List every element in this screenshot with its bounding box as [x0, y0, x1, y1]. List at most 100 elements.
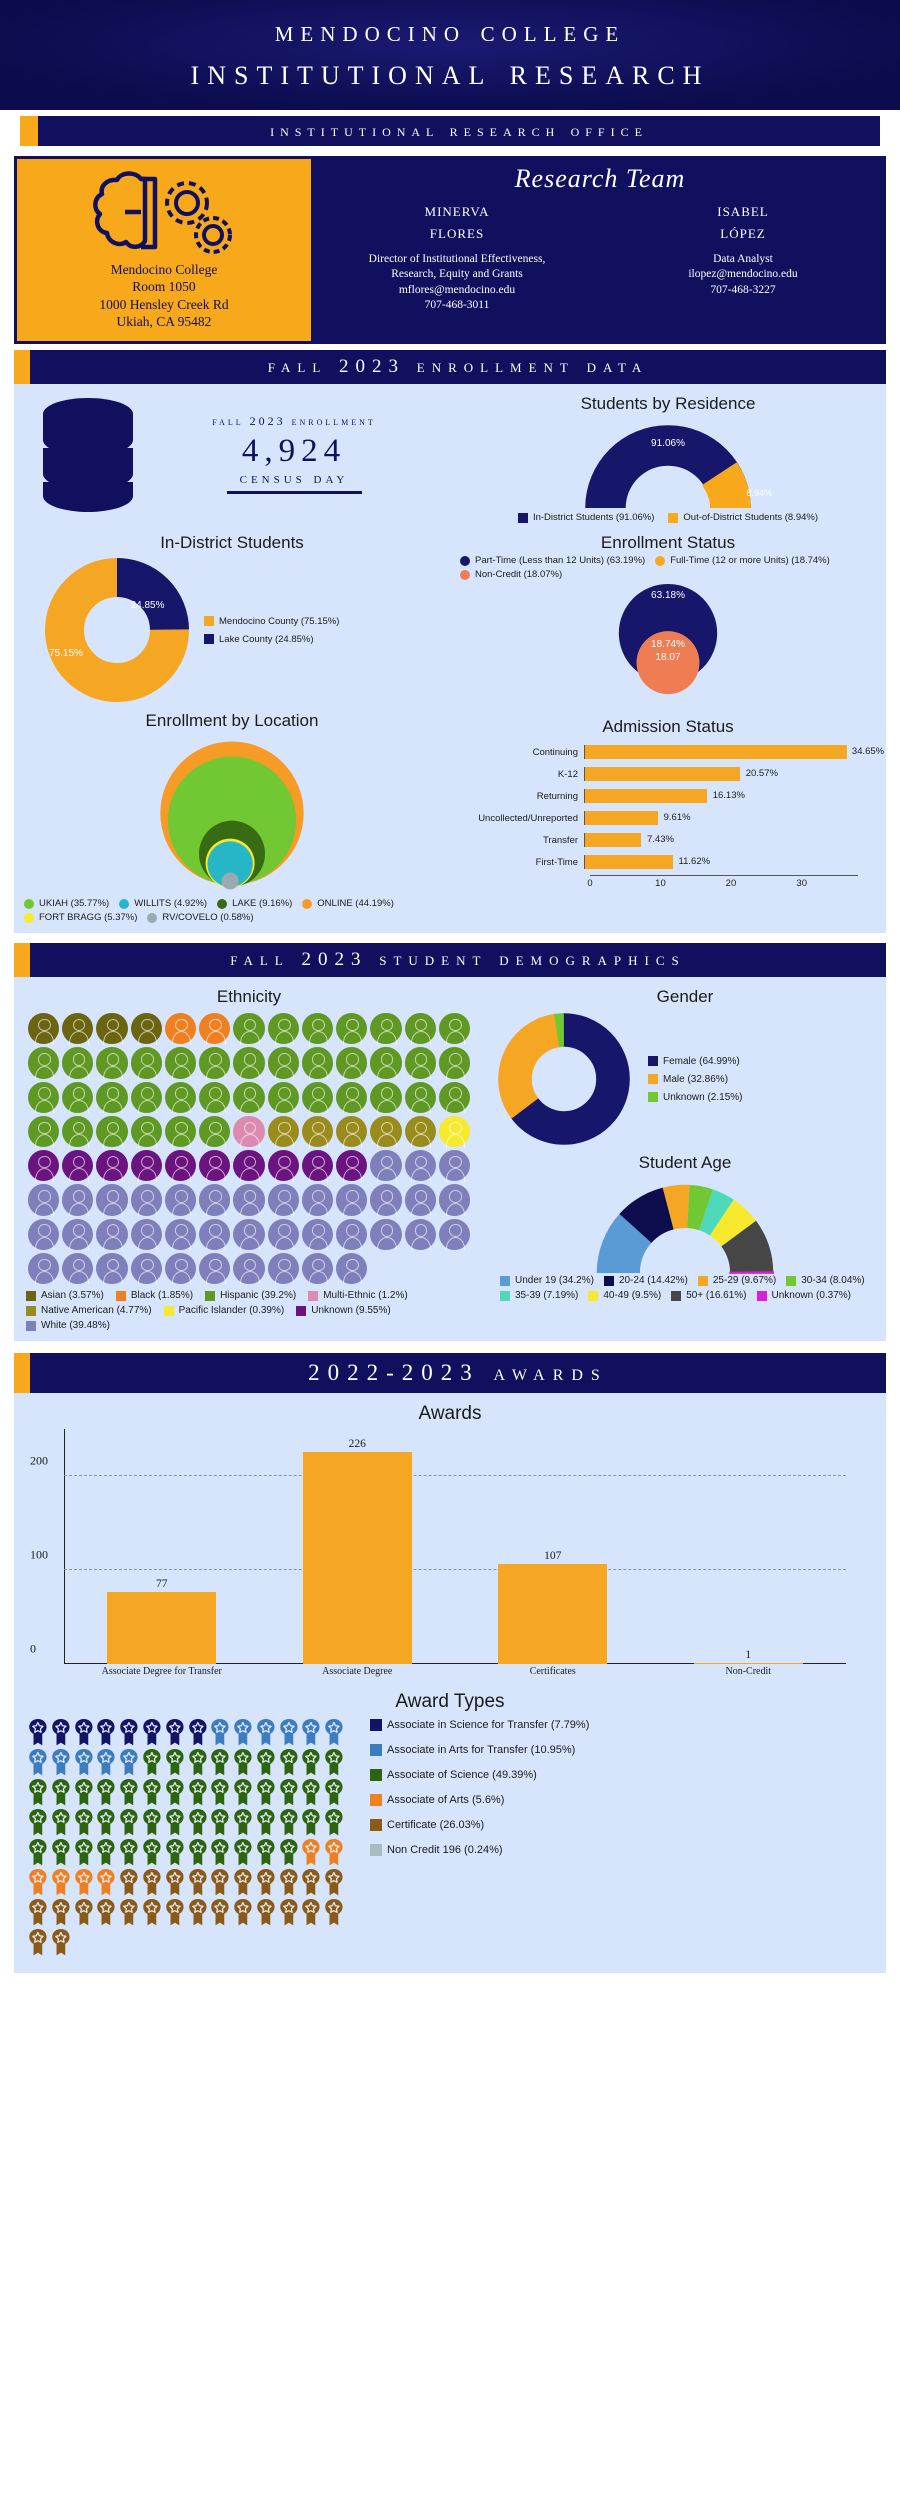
bar-category: Uncollected/Unreported: [478, 812, 578, 824]
medal-ribbon-icon: [302, 1719, 320, 1746]
bar-value: 20.57%: [745, 768, 778, 780]
person-icon: [267, 1081, 299, 1114]
legend-label: FORT BRAGG (5.37%): [39, 912, 138, 924]
legend-label: 50+ (16.61%): [686, 1290, 747, 1302]
legend-item: Out-of-District Students (8.94%): [668, 512, 818, 523]
demographics-panel: Ethnicity Asian (3.57%) Black (1.85%) Hi…: [14, 977, 886, 1342]
legend-label: Mendocino County (75.15%): [219, 615, 340, 627]
person-icon: [28, 1252, 60, 1285]
person-icon: [267, 1047, 299, 1080]
member-email[interactable]: mflores@mendocino.edu: [398, 283, 516, 296]
legend-label: Unknown (2.15%): [663, 1091, 743, 1103]
bar: [498, 1563, 608, 1665]
legend-label: 30-34 (8.04%): [801, 1275, 865, 1287]
legend-label: 35-39 (7.19%): [515, 1290, 579, 1302]
donut-gender: [498, 1013, 630, 1146]
bar: [693, 1663, 803, 1665]
address-line: 1000 Hensley Creek Rd: [99, 296, 229, 312]
person-icon: [370, 1013, 402, 1046]
legend-item: Male (32.86%): [648, 1074, 728, 1085]
person-icon: [199, 1218, 231, 1251]
legend-label: 40-49 (9.5%): [603, 1290, 662, 1302]
legend-item: Black (1.85%): [115, 1290, 193, 1301]
medal-ribbon-icon: [279, 1869, 298, 1896]
person-icon: [96, 1252, 128, 1285]
medal-ribbon-icon: [257, 1839, 275, 1866]
medal-ribbon-icon: [325, 1899, 343, 1926]
office-subbar-wrap: Institutional Research Office: [0, 110, 900, 150]
masthead: Mendocino College Institutional Research: [0, 0, 900, 111]
medal-ribbon-icon: [302, 1749, 320, 1776]
bar-value: 34.65%: [851, 746, 885, 758]
chart-title: Award Types: [395, 1691, 505, 1713]
person-icon: [130, 1115, 162, 1148]
legend-item: WILLITS (4.92%): [119, 898, 207, 909]
legend-label: Unknown (9.55%): [311, 1305, 391, 1317]
medal-ribbon-icon: [143, 1719, 161, 1746]
bar-column: 77: [64, 1429, 260, 1665]
legend-label: White (39.48%): [41, 1320, 110, 1332]
bar-value: 16.13%: [712, 790, 745, 802]
medal-ribbon-icon: [165, 1869, 184, 1896]
medal-ribbon-icon: [165, 1779, 184, 1806]
legend-item: Non-Credit (18.07%): [460, 569, 562, 580]
bar-value: 1: [745, 1649, 752, 1662]
chart-admission-status: Admission Status Continuing 34.65% K-12 …: [450, 707, 886, 923]
medal-ribbon-icon: [120, 1779, 138, 1806]
pct-label-out-district: 8.94%: [746, 488, 772, 499]
gridline: [64, 1569, 846, 1571]
medal-ribbon-icon: [74, 1869, 93, 1896]
medal-ribbon-icon: [325, 1719, 343, 1746]
medal-ribbon-icon: [74, 1749, 93, 1776]
medal-ribbon-icon: [165, 1719, 184, 1746]
person-icon: [404, 1047, 436, 1080]
legend-item: LAKE (9.16%): [217, 898, 292, 909]
medal-ribbon-icon: [29, 1869, 47, 1896]
half-donut-age: [596, 1185, 775, 1275]
medal-ribbon-icon: [279, 1749, 298, 1776]
awards-banner-wrap: 2022-2023 Awards: [14, 1353, 886, 1394]
demographics-row: Ethnicity Asian (3.57%) Black (1.85%) Hi…: [14, 983, 886, 1331]
member-role: Data Analyst ilopez@mendocino.edu 707-46…: [606, 252, 880, 299]
bar-column: 1: [651, 1429, 847, 1665]
legend-item: Multi-Ethnic (1.2%): [308, 1290, 408, 1301]
medal-ribbon-icon: [97, 1809, 115, 1836]
member-last-name: Flores: [429, 221, 485, 243]
legend-label: Asian (3.57%): [41, 1290, 104, 1302]
role-line: Director of Institutional Effectiveness,: [368, 252, 546, 265]
person-icon: [233, 1115, 265, 1148]
legend-item: Pacific Islander (0.39%): [163, 1305, 284, 1316]
medal-ribbon-icon: [143, 1869, 161, 1896]
person-icon: [438, 1218, 471, 1251]
legend-item: 20-24 (14.42%): [603, 1275, 688, 1286]
person-icon: [28, 1115, 60, 1148]
person-icon: [267, 1150, 299, 1183]
awards-x-categories: Associate Degree for Transfer Associate …: [64, 1666, 846, 1677]
medal-ribbon-icon: [257, 1749, 275, 1776]
legend-label: Hispanic (39.2%): [220, 1290, 297, 1302]
legend-item: Native American (4.77%): [26, 1305, 152, 1316]
person-icon: [96, 1047, 128, 1080]
person-icon: [370, 1184, 402, 1217]
person-icon: [370, 1081, 402, 1114]
legend-label: Associate in Science for Transfer (7.79%…: [387, 1719, 590, 1732]
census-block: Fall 2023 Enrollment 4,924 Census Day: [14, 390, 450, 523]
person-icon: [438, 1115, 471, 1148]
medal-ribbon-icon: [120, 1839, 138, 1866]
legend-item: In-District Students (91.06%): [517, 512, 654, 523]
person-icon: [336, 1184, 368, 1217]
legend-item: Associate of Science (49.39%): [370, 1769, 537, 1782]
legend-label: Certificate (26.03%): [387, 1819, 485, 1832]
medal-ribbon-icon: [97, 1869, 115, 1896]
bar-category: Returning: [536, 790, 578, 802]
x-category: Non-Credit: [725, 1666, 772, 1678]
legend-item: 50+ (16.61%): [671, 1290, 747, 1302]
person-icon: [96, 1081, 128, 1114]
half-donut-residence: [585, 425, 751, 509]
person-icon: [199, 1252, 231, 1285]
legend-item: Asian (3.57%): [26, 1290, 104, 1301]
member-email[interactable]: ilopez@mendocino.edu: [688, 268, 798, 281]
bar-value: 9.61%: [663, 812, 691, 824]
brain-gears-icon: [93, 171, 232, 255]
medal-ribbon-icon: [52, 1779, 70, 1806]
